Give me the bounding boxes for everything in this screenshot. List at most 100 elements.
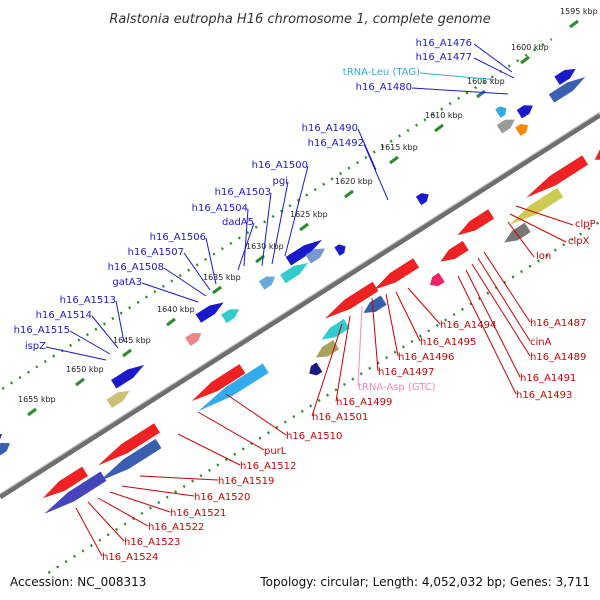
reverse-gene-arrow <box>509 187 564 225</box>
kbp-tick <box>299 222 309 232</box>
reverse-gene-arrow <box>324 281 379 319</box>
reverse-gene-label[interactable]: lon <box>536 251 551 262</box>
forward-gene-label[interactable]: h16_A1490 <box>302 123 358 134</box>
gene-leader-line <box>271 181 289 265</box>
gene-leader-line <box>177 433 241 466</box>
kbp-label: 1610 kbp <box>425 111 463 120</box>
gene-leader-line <box>335 315 351 402</box>
reverse-gene-label[interactable]: clpP <box>575 219 596 230</box>
gene-leader-line <box>183 252 211 291</box>
gene-leader-line <box>141 282 199 303</box>
kbp-tick <box>344 189 354 199</box>
forward-gene-label[interactable]: h16_A1480 <box>356 82 412 93</box>
forward-gene-arrow <box>334 244 346 256</box>
reverse-gene-label[interactable]: h16_A1495 <box>420 337 476 348</box>
reverse-gene-label[interactable]: h16_A1493 <box>516 390 572 401</box>
gene-leader-line <box>115 300 125 343</box>
reverse-gene-label[interactable]: h16_A1521 <box>170 508 226 519</box>
forward-gene-arrow <box>285 239 323 266</box>
forward-gene-arrow <box>415 193 429 206</box>
reverse-gene-arrow <box>440 240 469 262</box>
reverse-gene-label[interactable]: clpX <box>568 236 590 247</box>
kbp-label: 1605 kbp <box>467 77 505 86</box>
forward-gene-label[interactable]: gatA3 <box>112 277 142 288</box>
reverse-gene-arrow <box>429 272 445 287</box>
forward-gene-label[interactable]: tRNA-Leu (TAG) <box>343 67 420 78</box>
gene-leader-line <box>357 305 363 387</box>
reverse-gene-label[interactable]: tRNA-Asp (GTC) <box>358 382 436 393</box>
forward-gene-label[interactable]: dadA5 <box>222 217 254 228</box>
reverse-gene-label[interactable]: h16_A1524 <box>102 552 158 563</box>
topology-text: Topology: circular; Length: 4,052,032 bp… <box>259 575 590 589</box>
forward-gene-label[interactable]: h16_A1513 <box>60 295 116 306</box>
kbp-tick <box>27 407 37 417</box>
forward-gene-arrow <box>496 119 515 134</box>
gene-leader-line <box>197 411 265 451</box>
kbp-label: 1645 kbp <box>113 336 151 345</box>
reverse-gene-label[interactable]: h16_A1499 <box>336 397 392 408</box>
reverse-gene-arrow <box>44 471 107 514</box>
forward-gene-label[interactable]: h16_A1508 <box>108 262 164 273</box>
reverse-gene-arrow <box>191 364 246 401</box>
forward-gene-label[interactable]: ispZ <box>25 341 46 352</box>
forward-gene-label[interactable]: h16_A1506 <box>150 232 206 243</box>
forward-gene-arrow <box>221 309 240 324</box>
forward-gene-label[interactable]: h16_A1514 <box>36 310 92 321</box>
forward-gene-arrow <box>516 105 533 119</box>
reverse-gene-label[interactable]: h16_A1491 <box>520 373 576 384</box>
reverse-gene-arrow <box>594 144 600 160</box>
chromosome-backbone <box>0 112 600 500</box>
forward-gene-label[interactable]: pgi <box>273 176 288 187</box>
forward-gene-label[interactable]: h16_A1492 <box>308 138 364 149</box>
reverse-gene-label[interactable]: h16_A1501 <box>312 412 368 423</box>
gene-leader-line <box>515 205 574 226</box>
reverse-gene-label[interactable]: h16_A1520 <box>194 492 250 503</box>
gene-leader-line <box>243 208 249 267</box>
kbp-tick <box>389 155 399 165</box>
forward-gene-arrow <box>305 248 326 264</box>
reverse-gene-label[interactable]: h16_A1497 <box>378 367 434 378</box>
forward-gene-label[interactable]: h16_A1477 <box>416 52 472 63</box>
reverse-gene-label[interactable]: h16_A1494 <box>440 320 496 331</box>
reverse-gene-label[interactable]: h16_A1523 <box>124 537 180 548</box>
gene-leader-line <box>284 165 309 257</box>
forward-gene-arrow <box>280 262 309 284</box>
reverse-gene-label[interactable]: h16_A1522 <box>148 522 204 533</box>
kbp-label: 1625 kbp <box>290 210 328 219</box>
gene-leader-line <box>407 287 441 325</box>
forward-gene-label[interactable]: h16_A1476 <box>416 38 472 49</box>
reverse-gene-label[interactable]: cinA <box>530 337 552 348</box>
reverse-gene-label[interactable]: h16_A1489 <box>530 352 586 363</box>
forward-gene-arrow <box>258 276 276 290</box>
kbp-label: 1655 kbp <box>18 395 56 404</box>
gene-leader-line <box>465 269 521 378</box>
forward-gene-label[interactable]: h16_A1500 <box>252 160 308 171</box>
map-title: Ralstonia eutropha H16 chromosome 1, com… <box>109 12 490 27</box>
forward-gene-arrow <box>0 442 11 457</box>
kbp-tick <box>434 123 444 133</box>
kbp-tick <box>212 285 222 295</box>
reverse-gene-label[interactable]: h16_A1519 <box>218 476 274 487</box>
gene-leader-line <box>507 221 535 258</box>
forward-gene-label[interactable]: h16_A1515 <box>14 325 70 336</box>
reverse-gene-label[interactable]: purL <box>264 446 287 457</box>
reverse-gene-label[interactable]: h16_A1496 <box>398 352 454 363</box>
chromosome-backbone-highlight <box>0 111 600 495</box>
forward-gene-label[interactable]: h16_A1507 <box>128 247 184 258</box>
reverse-gene-label[interactable]: h16_A1512 <box>240 461 296 472</box>
gene-leader-line <box>139 475 219 481</box>
gene-leader-line <box>261 192 272 267</box>
reverse-gene-arrow <box>97 423 160 466</box>
forward-gene-arrow <box>515 123 529 136</box>
reverse-gene-label[interactable]: h16_A1487 <box>530 318 586 329</box>
gene-leader-line <box>163 267 207 297</box>
gene-leader-line <box>411 87 509 95</box>
forward-gene-arrow <box>548 76 586 103</box>
forward-gene-label[interactable]: h16_A1503 <box>215 187 271 198</box>
forward-gene-label[interactable]: h16_A1504 <box>192 203 248 214</box>
reverse-gene-label[interactable]: h16_A1510 <box>286 431 342 442</box>
gene-leader-line <box>471 263 531 357</box>
gene-leader-line <box>205 237 217 285</box>
kbp-tick <box>122 348 132 358</box>
